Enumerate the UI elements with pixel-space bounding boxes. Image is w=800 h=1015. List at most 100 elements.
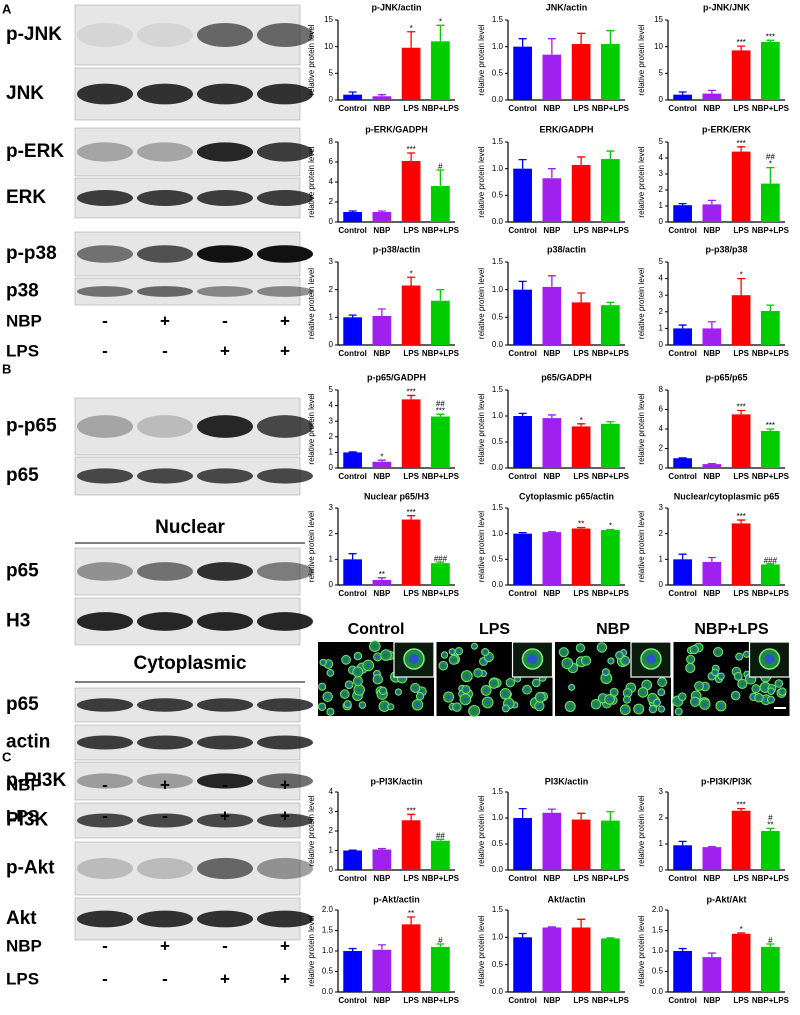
y-tick-label: 1.5 (492, 385, 504, 394)
blot-label: PI3K (6, 810, 49, 831)
blot-label: p38 (6, 281, 39, 302)
blot-band (77, 190, 133, 206)
nucleus (601, 696, 605, 700)
bar (401, 519, 421, 585)
blot-band (257, 612, 313, 631)
nucleus (604, 670, 608, 674)
y-axis-label: relative protein level (307, 511, 316, 582)
significance-mark: * (410, 269, 413, 278)
error-bar (606, 150, 615, 160)
nucleus (565, 661, 569, 665)
blot-label: p-JNK (6, 24, 62, 45)
nucleus (415, 703, 420, 707)
y-tick-label: 1 (329, 312, 334, 321)
error-bar (766, 304, 775, 311)
significance-mark: *** (736, 139, 745, 148)
y-tick-label: 0.5 (492, 960, 504, 969)
nucleus (504, 706, 508, 711)
bar (343, 452, 362, 468)
inset-nucleus (409, 654, 419, 664)
x-tick-label: LPS (733, 104, 749, 113)
x-tick-label: LPS (403, 104, 419, 113)
treatment-sign: - (102, 969, 108, 988)
blot-label: ERK (6, 187, 46, 208)
blot-band (137, 857, 193, 880)
nucleus (381, 689, 385, 693)
blot-band (137, 142, 193, 162)
significance-mark: *** (406, 388, 415, 397)
bar (761, 430, 780, 468)
blot-band (197, 612, 253, 631)
y-axis-label: relative protein level (637, 795, 646, 866)
blot-label: p-p38 (6, 243, 57, 264)
chart-title: p-ERK/GADPH (365, 124, 428, 134)
nucleus (680, 695, 684, 699)
significance-mark: ### (434, 554, 448, 563)
nucleus (571, 666, 575, 670)
nucleus (376, 655, 380, 659)
y-tick-label: 1.5 (492, 503, 504, 512)
nucleus (777, 681, 781, 686)
blot-band (197, 415, 253, 438)
error-bar (737, 45, 746, 51)
x-tick-label: Control (668, 349, 696, 358)
error-bar (377, 308, 386, 316)
x-tick-label: NBP+LPS (422, 226, 460, 235)
bar (372, 315, 392, 345)
nucleus (452, 658, 456, 662)
significance-mark: * (580, 416, 583, 425)
nucleus (568, 704, 572, 709)
nucleus (465, 674, 469, 678)
nucleus (321, 660, 325, 664)
section-heading: Cytoplasmic (134, 653, 247, 674)
x-tick-label: Control (508, 874, 536, 883)
blot-band (257, 142, 313, 162)
x-tick-label: NBP (373, 589, 391, 598)
error-bar (436, 943, 445, 947)
y-axis-label: relative protein level (477, 393, 486, 464)
x-tick-label: Control (338, 996, 366, 1005)
error-bar (766, 428, 775, 431)
nucleus (645, 683, 649, 687)
nucleus (623, 708, 627, 712)
inset-nucleus (764, 654, 775, 664)
bar (542, 286, 562, 345)
chart-title: p-JNK/JNK (703, 2, 751, 12)
error-bar (377, 577, 386, 580)
blot-band (137, 190, 193, 206)
error-bar (766, 39, 775, 42)
y-tick-label: 1.5 (652, 926, 664, 935)
bar (601, 938, 620, 992)
bar (343, 559, 362, 585)
nucleus (604, 676, 608, 680)
bar (431, 41, 450, 100)
x-tick-label: NBP+LPS (752, 104, 790, 113)
error-bar (766, 827, 775, 831)
error-bar (737, 409, 746, 415)
treatment-sign: + (220, 806, 230, 825)
error-bar (547, 530, 556, 533)
blot-band (197, 698, 253, 712)
significance-mark: ## (436, 831, 445, 840)
y-tick-label: 1 (659, 839, 664, 848)
nucleus (745, 652, 749, 656)
nucleus (651, 707, 655, 711)
significance-mark: *** (736, 403, 745, 412)
x-tick-label: NBP+LPS (592, 349, 630, 358)
y-tick-label: 0.0 (492, 580, 504, 589)
y-tick-label: 0.0 (322, 987, 334, 996)
x-tick-label: LPS (573, 472, 589, 481)
blot-band (77, 857, 133, 880)
error-bar (518, 158, 527, 169)
y-tick-label: 1.5 (492, 15, 504, 24)
y-tick-label: 0 (329, 95, 334, 104)
error-bar (577, 32, 586, 44)
x-tick-label: Control (338, 589, 366, 598)
error-bar (547, 926, 556, 928)
treatment-sign: + (160, 775, 170, 794)
blot-label: p-p65 (6, 416, 57, 437)
error-bar (707, 321, 716, 329)
error-bar (348, 947, 357, 951)
y-tick-label: 2 (659, 529, 664, 538)
x-tick-label: NBP (543, 874, 561, 883)
